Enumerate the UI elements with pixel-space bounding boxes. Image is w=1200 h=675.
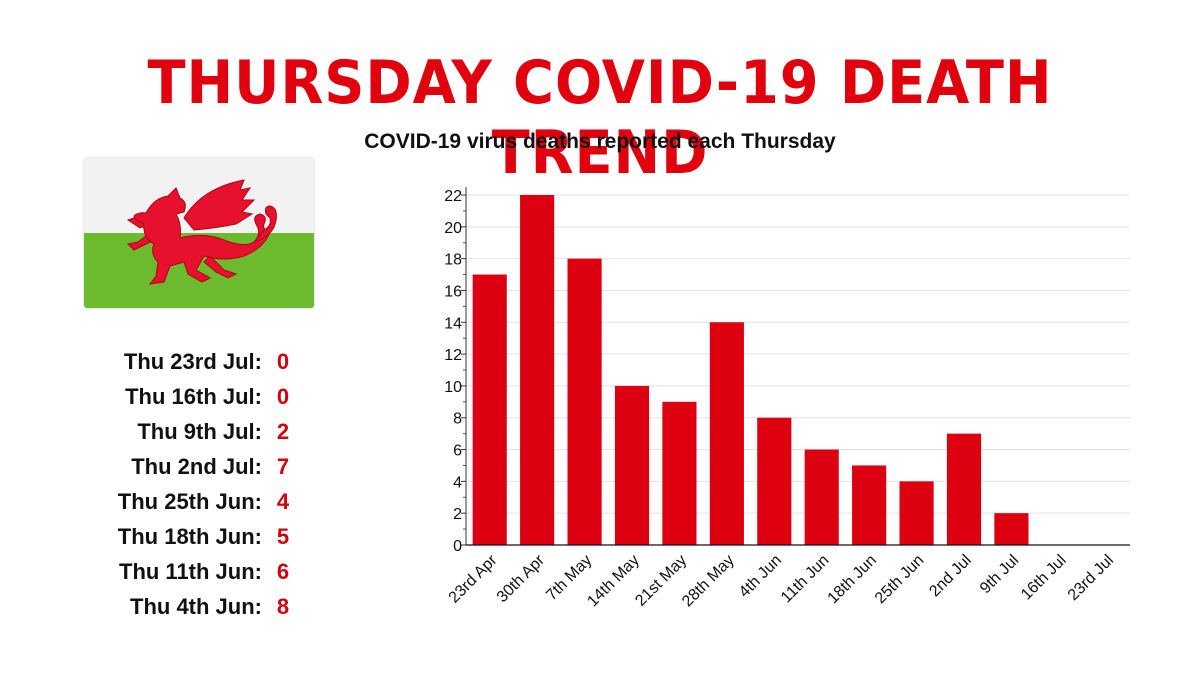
- summary-row: Thu 23rd Jul: 0: [40, 344, 300, 379]
- y-tick-label: 22: [444, 188, 462, 205]
- summary-row: Thu 25th Jun: 4: [40, 484, 300, 519]
- y-tick-label: 20: [444, 220, 462, 237]
- bar: [520, 195, 555, 545]
- summary-row: Thu 11th Jun: 6: [40, 554, 300, 589]
- welsh-flag: [84, 158, 314, 308]
- bar: [899, 481, 934, 545]
- summary-death-count: 2: [276, 419, 290, 444]
- bar: [709, 322, 744, 545]
- summary-date-label: Thu 2nd Jul:: [131, 454, 262, 479]
- summary-death-count: 5: [276, 524, 290, 549]
- summary-date-label: Thu 18th Jun:: [117, 524, 262, 549]
- dragon-icon: [126, 179, 277, 285]
- x-tick-label: 18th Jun: [825, 552, 880, 607]
- y-tick-label: 8: [453, 411, 462, 428]
- bar: [804, 449, 839, 545]
- y-tick-label: 16: [444, 283, 462, 300]
- summary-date-label: Thu 9th Jul:: [137, 419, 262, 444]
- bar: [567, 258, 602, 545]
- y-tick-label: 14: [444, 315, 462, 332]
- x-tick-label: 14th May: [584, 552, 643, 611]
- y-tick-label: 10: [444, 379, 462, 396]
- bar: [614, 385, 650, 545]
- bar: [946, 433, 982, 545]
- summary-date-label: Thu 23rd Jul:: [123, 349, 262, 374]
- summary-row: Thu 16th Jul: 0: [40, 379, 300, 414]
- y-tick-label: 0: [453, 538, 462, 555]
- x-tick-label: 23rd Apr: [446, 551, 501, 606]
- weekly-summary-list: Thu 23rd Jul: 0 Thu 16th Jul: 0 Thu 9th Ju…: [40, 344, 300, 624]
- x-tick-label: 9th Jul: [977, 552, 1022, 597]
- bar: [757, 417, 792, 545]
- summary-death-count: 8: [276, 594, 290, 619]
- bar: [852, 465, 887, 545]
- summary-date-label: Thu 11th Jun:: [119, 559, 262, 584]
- summary-death-count: 6: [276, 559, 290, 584]
- summary-date-label: Thu 4th Jun:: [130, 594, 262, 619]
- bar: [994, 513, 1029, 545]
- x-tick-label: 28th May: [679, 552, 738, 611]
- summary-death-count: 0: [276, 384, 290, 409]
- bar: [662, 401, 697, 545]
- x-tick-label: 11th Jun: [778, 552, 833, 607]
- welsh-dragon-flag-icon: [84, 158, 314, 308]
- x-tick-label: 2nd Jul: [926, 552, 975, 601]
- y-tick-label: 6: [453, 443, 462, 460]
- bar: [472, 274, 507, 545]
- summary-death-count: 0: [276, 349, 290, 374]
- x-tick-label: 30th Apr: [494, 551, 549, 606]
- y-tick-label: 18: [444, 252, 462, 269]
- summary-death-count: 7: [276, 454, 290, 479]
- summary-row: Thu 2nd Jul: 7: [40, 449, 300, 484]
- summary-row: Thu 4th Jun: 8: [40, 589, 300, 624]
- x-tick-label: 23rd Jul: [1065, 552, 1117, 604]
- y-tick-label: 2: [453, 506, 462, 523]
- chart-title: COVID-19 virus deaths reported each Thur…: [364, 130, 836, 153]
- summary-row: Thu 9th Jul: 2: [40, 414, 300, 449]
- page-title: THURSDAY COVID-19 DEATH TREND: [147, 48, 1053, 188]
- summary-death-count: 4: [276, 489, 290, 514]
- x-tick-label: 25th Jun: [872, 552, 927, 607]
- x-tick-label: 16th Jul: [1018, 552, 1070, 604]
- y-tick-label: 12: [444, 347, 462, 364]
- summary-date-label: Thu 25th Jun:: [117, 489, 262, 514]
- summary-row: Thu 18th Jun: 5: [40, 519, 300, 554]
- summary-date-label: Thu 16th Jul:: [125, 384, 262, 409]
- y-tick-label: 4: [453, 474, 462, 491]
